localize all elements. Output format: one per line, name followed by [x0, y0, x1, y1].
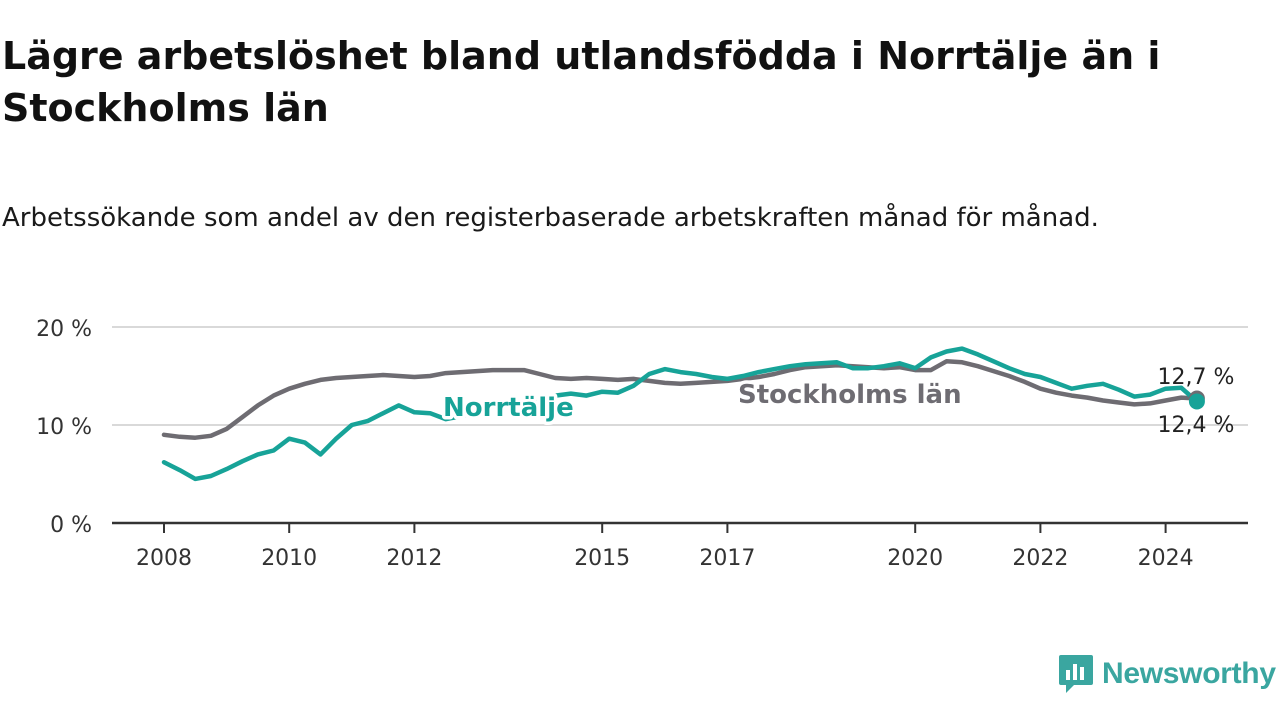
newsworthy-logo-icon — [1059, 655, 1093, 693]
stockholm-end-label: 12,7 % — [1158, 365, 1235, 390]
norrtalje-end-marker — [1188, 393, 1205, 410]
y-tick-label: 0 % — [50, 513, 92, 538]
y-tick-label: 10 % — [36, 415, 92, 440]
x-tick-label: 2010 — [261, 546, 317, 571]
x-tick-label: 2008 — [136, 546, 192, 571]
line-chart: 0 % 10 % 20 % 2008 2010 2012 2015 2017 2020 2022… — [36, 317, 1248, 571]
newsworthy-logo: Newsworthy — [1058, 652, 1276, 696]
stockholm-line — [161, 359, 1200, 440]
y-axis-labels: 0 % 10 % 20 % — [36, 317, 92, 538]
x-axis: 2008 2010 2012 2015 2017 2020 2022 2024 — [112, 521, 1248, 571]
x-tick-label: 2017 — [699, 546, 755, 571]
norrtalje-series-label: Norrtälje — [443, 393, 574, 423]
norrtalje-line — [161, 346, 1200, 482]
series-lines — [161, 346, 1200, 482]
x-tick-label: 2012 — [386, 546, 442, 571]
brand-name: Newsworthy — [1102, 657, 1276, 690]
gridlines — [112, 326, 1248, 426]
norrtalje-end-label: 12,4 % — [1158, 413, 1235, 438]
y-tick-label: 20 % — [36, 317, 92, 342]
chart-title: Lägre arbetslöshet bland utlandsfödda i … — [2, 34, 1161, 130]
x-tick-label: 2020 — [887, 546, 943, 571]
stockholm-series-label: Stockholms län — [738, 380, 962, 410]
chart-subtitle: Arbetssökande som andel av den registerb… — [2, 203, 1099, 233]
annotations: 12,7 % 12,4 % Norrtälje Stockholms län — [440, 365, 1235, 438]
x-tick-label: 2015 — [574, 546, 630, 571]
x-tick-label: 2024 — [1138, 546, 1194, 571]
x-tick-label: 2022 — [1012, 546, 1068, 571]
